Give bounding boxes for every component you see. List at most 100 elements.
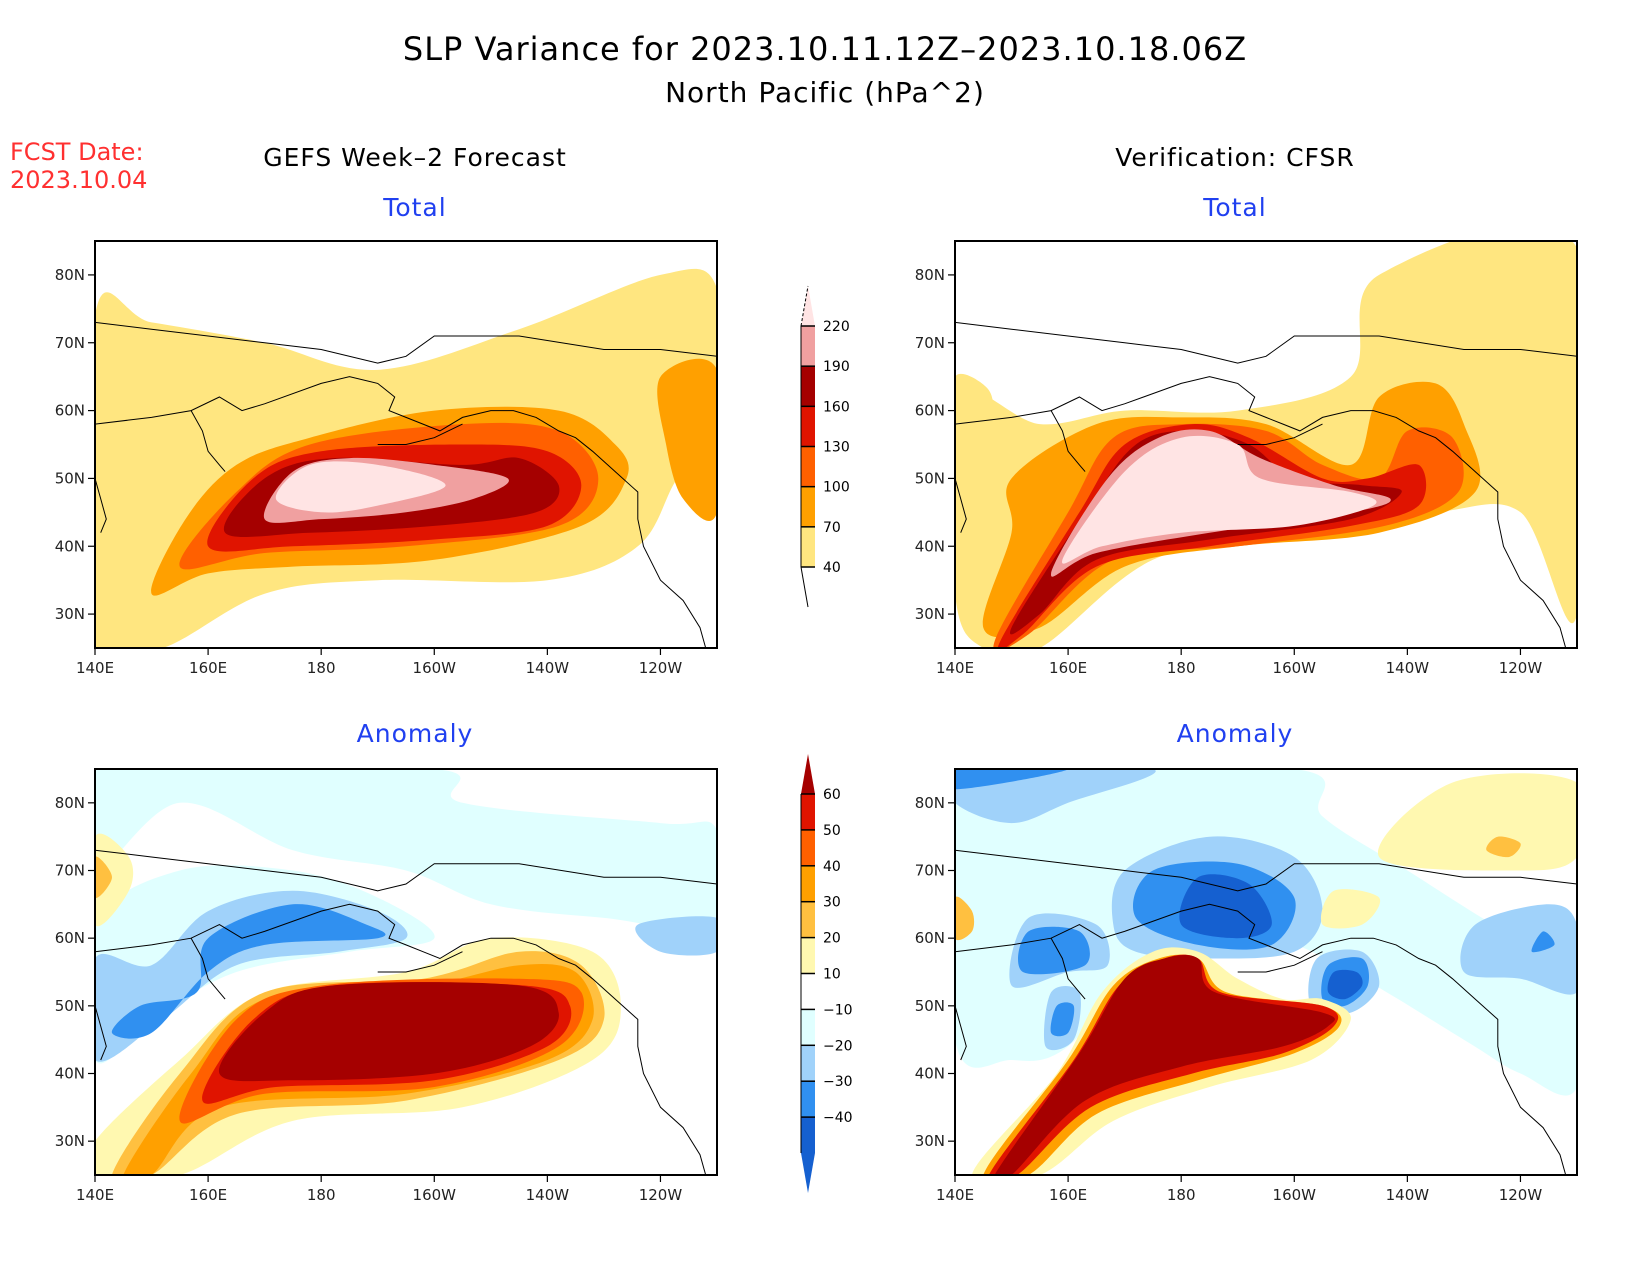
y-tick-label: 50N [55,997,85,1015]
coastline [955,321,1577,364]
x-tick-label: 180 [1167,1186,1196,1204]
contour-fill [1179,874,1272,939]
map-panel-forecast-total: 140E 160E 180 160W 140W 120W 30N 40N 50N 60N 70N 80… [55,240,718,677]
map-frame [954,768,1578,1176]
fcst-date-label: FCST Date: [10,138,144,166]
colorbar-label: 40 [823,859,841,875]
x-tick-label: 140W [1386,659,1430,677]
colorbar-label: 50 [823,823,841,839]
colorbar-segment [801,1081,815,1118]
x-tick-label: 140E [936,1186,974,1204]
y-tick-label: 70N [915,334,945,352]
y-tick-label: 80N [55,266,85,284]
coastline [377,951,463,973]
coastline [1237,951,1323,973]
y-tick-label: 80N [915,266,945,284]
x-tick-label: 160E [1049,1186,1087,1204]
colorbar-segment [801,865,815,902]
y-tick-label: 80N [55,794,85,812]
coastline [1050,937,1086,1000]
colorbar-segment [801,366,815,407]
contour-fill [95,833,134,927]
colorbar-bottom-arrow [801,1153,815,1193]
contour-fill [1062,435,1377,564]
column-title-forecast: GEFS Week–2 Forecast [263,143,567,172]
colorbar-segment [801,486,815,527]
x-tick-label: 140W [526,659,570,677]
y-tick-label: 50N [55,469,85,487]
x-tick-label: 160W [1273,1186,1317,1204]
y-tick-label: 70N [55,862,85,880]
colorbar-segment [801,1117,815,1153]
main-subtitle: North Pacific (hPa^2) [665,76,985,109]
column-title-verification: Verification: CFSR [1115,143,1355,172]
coastline [955,478,967,533]
contour-fill [955,769,1069,790]
contour-fill [1327,969,1363,1000]
colorbar-label: −20 [823,1038,853,1054]
coastline [955,376,1567,648]
contour-fill [657,358,717,521]
y-tick-label: 40N [55,537,85,555]
x-tick-label: 140E [936,659,974,677]
contour-fill [95,856,112,898]
colorbar-label: 160 [823,399,850,415]
y-tick-label: 80N [915,794,945,812]
colorbar-top-arrow [801,286,815,326]
y-tick-label: 50N [915,469,945,487]
y-tick-label: 70N [55,334,85,352]
colorbar-segment [801,1045,815,1082]
x-tick-label: 120W [639,1186,683,1204]
coastline [955,1005,967,1061]
x-tick-label: 160E [189,1186,227,1204]
coastline [95,321,717,364]
fcst-date-value: 2023.10.04 [10,166,148,194]
colorbar-top-arrow [801,754,815,794]
colorbar-segment [801,1009,815,1046]
coastline [377,423,463,445]
contour-fill [1018,926,1090,975]
contour-fill [1377,773,1577,871]
contour-fill [955,373,994,447]
colorbar-label: 20 [823,931,841,947]
colorbar-bottom-arrow [800,566,809,608]
colorbar-segment [801,406,815,447]
y-tick-label: 60N [915,402,945,420]
x-tick-label: 120W [639,659,683,677]
x-tick-label: 120W [1499,1186,1543,1204]
colorbar-label: 60 [823,787,841,803]
colorbar-segment [801,446,815,487]
y-tick-label: 60N [55,402,85,420]
y-tick-label: 50N [915,997,945,1015]
colorbar-segment [801,973,815,1010]
map-panel-verif-total: 140E 160E 180 160W 140W 120W 30N 40N 50N 60N 70N 80… [915,240,1578,677]
map-panel-forecast-anomaly: 140E 160E 180 160W 140W 120W 30N 40N 50N 60N 70N 80… [55,768,718,1204]
y-tick-label: 30N [915,605,945,623]
y-tick-label: 40N [915,537,945,555]
contour-fill [95,769,717,931]
map-frame [954,240,1578,649]
coastline [1237,423,1323,445]
y-tick-label: 70N [915,862,945,880]
y-tick-label: 60N [55,929,85,947]
colorbar-total: 40 70 100 130 160 190 220 [800,285,850,608]
colorbar-label: 190 [823,359,850,375]
contour-fill [635,916,717,956]
contour-fill [955,896,975,941]
contour-fill [1460,904,1577,995]
y-tick-label: 40N [55,1065,85,1083]
panel-title-forecast-anomaly: Anomaly [356,719,474,748]
colorbar-anomaly: 60 50 40 30 20 10 −10 −20 −30 −40 [800,754,853,1193]
contour-fill [275,461,446,513]
y-tick-label: 40N [915,1065,945,1083]
x-tick-label: 160W [413,659,457,677]
contour-fill [1531,931,1555,953]
colorbar-segment [801,326,815,367]
contour-fill [218,982,559,1082]
colorbar-label: 40 [823,560,841,576]
map-frame [94,768,718,1176]
coastline [95,849,717,892]
x-tick-label: 140E [76,1186,114,1204]
contour-fill [1486,836,1521,858]
panel-title-verif-anomaly: Anomaly [1176,719,1294,748]
